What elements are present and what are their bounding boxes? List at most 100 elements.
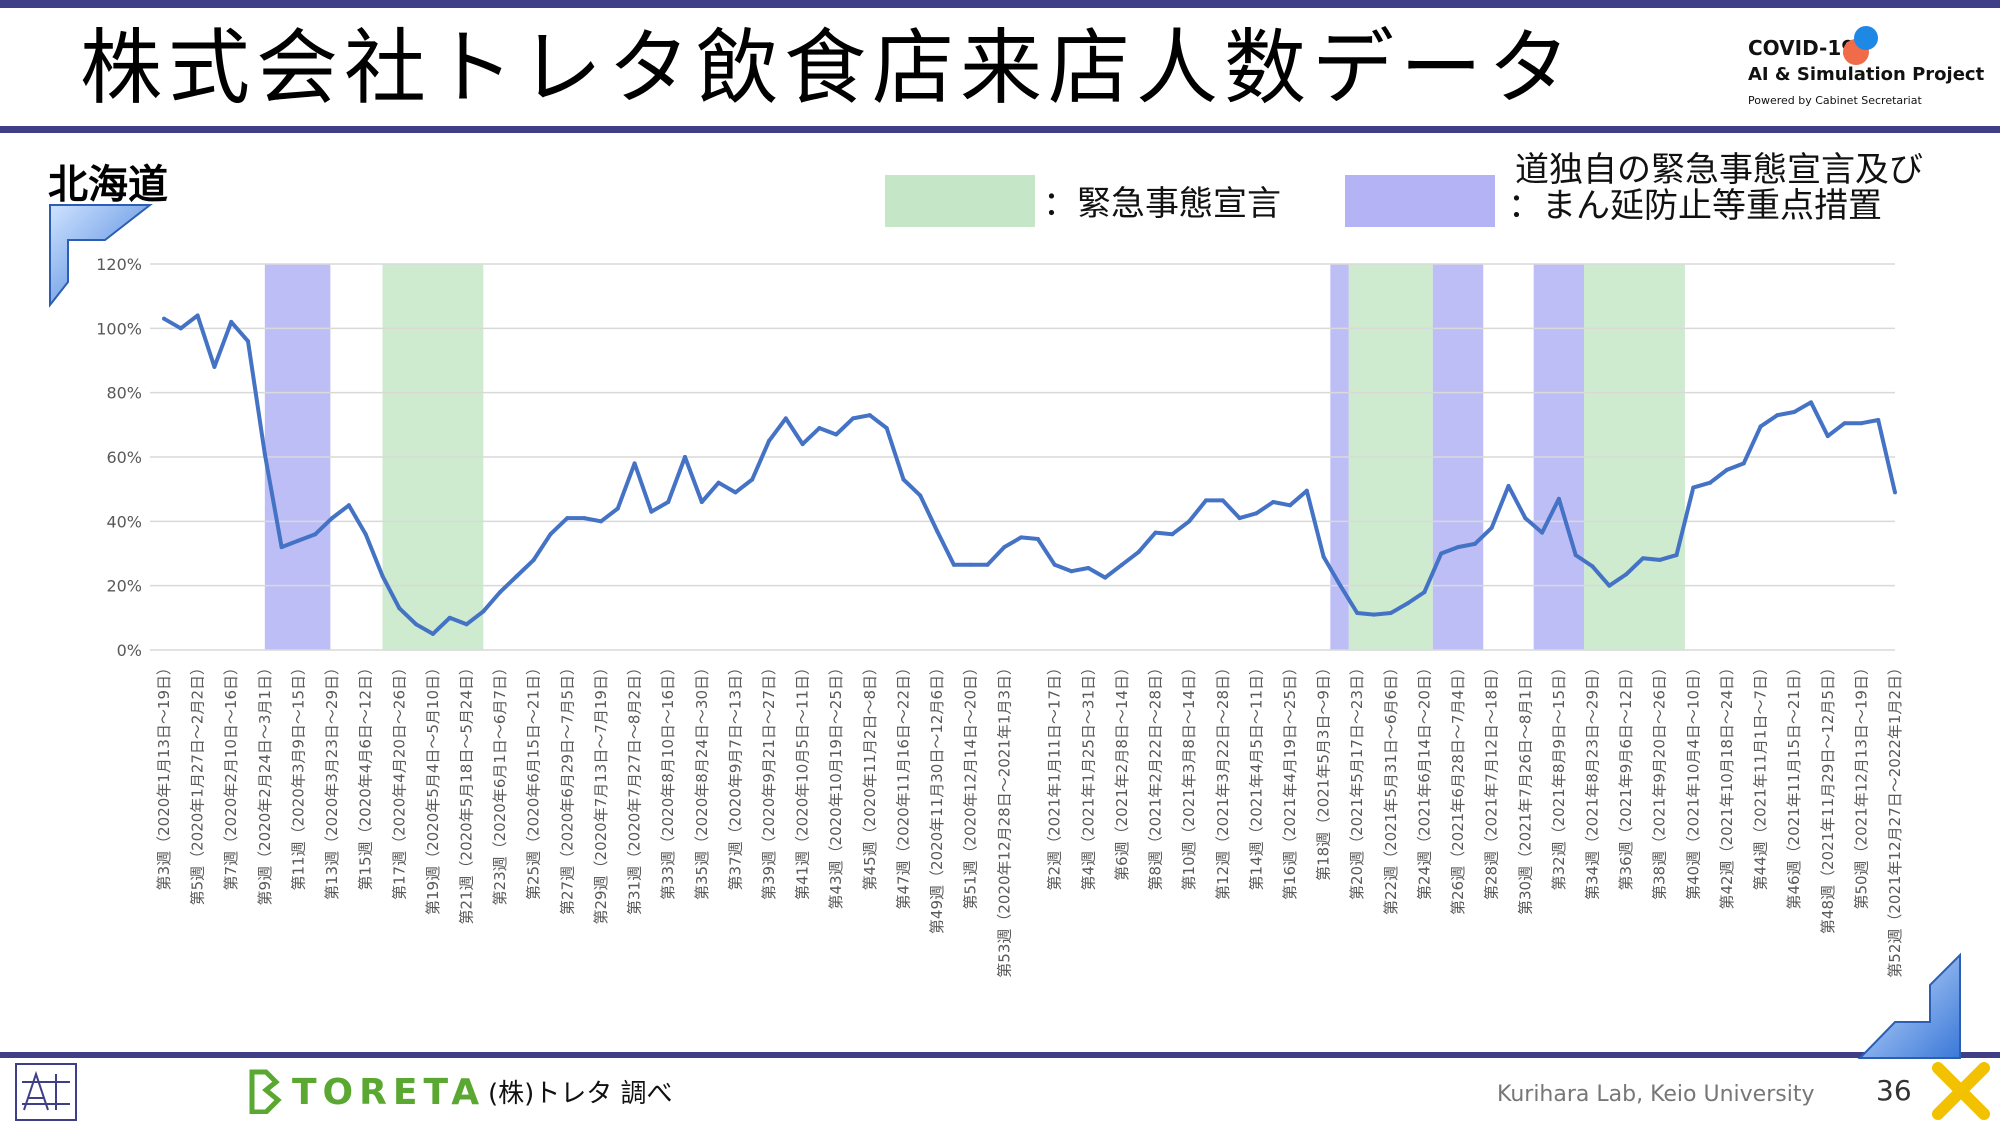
x-tick-label: 第18週（2021年5月3日～9日） <box>1315 660 1333 881</box>
x-tick-label: 第6週（2021年2月8日～14日） <box>1113 660 1131 881</box>
data-point <box>1640 556 1645 561</box>
covid-project-logo: COVID-19 AI & Simulation Project Powered… <box>1748 26 1984 116</box>
data-point <box>1825 434 1830 439</box>
data-point <box>498 590 503 595</box>
data-point <box>1624 572 1629 577</box>
data-point <box>1556 496 1561 501</box>
data-point <box>1220 498 1225 503</box>
data-point <box>1271 500 1276 505</box>
data-point <box>296 538 301 543</box>
x-tick-label: 第38週（2021年9月20日～26日） <box>1651 660 1669 900</box>
x-mark-icon <box>1932 1062 1990 1120</box>
data-point <box>615 506 620 511</box>
data-point <box>1069 569 1074 574</box>
data-point <box>649 509 654 514</box>
data-point <box>1052 562 1057 567</box>
data-point <box>1573 553 1578 558</box>
x-tick-label: 第10週（2021年3月8日～14日） <box>1180 660 1198 890</box>
data-point <box>1792 409 1797 414</box>
x-tick-label: 第14週（2021年4月5日～11日） <box>1247 660 1265 890</box>
x-tick-label: 第31週（2020年7月27日～8月2日） <box>626 660 644 915</box>
data-point <box>1187 519 1192 524</box>
x-tick-label: 第19週（2020年5月4日～5月10日） <box>424 660 442 915</box>
x-tick-label: 第24週（2021年6月14日～20日） <box>1415 660 1433 900</box>
x-tick-label: 第30週（2021年7月26日～8月1日） <box>1516 660 1534 915</box>
x-tick-label: 第52週（2021年12月27日～2022年1月2日） <box>1886 660 1904 978</box>
x-tick-label: 第9週（2020年2月24日～3月1日） <box>256 660 274 905</box>
data-point <box>380 574 385 579</box>
data-point <box>733 490 738 495</box>
corner-arrow-top-icon <box>49 204 153 308</box>
x-tick-label: 第11週（2020年3月9日～15日） <box>289 660 307 890</box>
data-point <box>195 313 200 318</box>
data-point <box>884 426 889 431</box>
data-point <box>430 631 435 636</box>
series-line <box>163 313 1897 636</box>
data-point <box>514 574 519 579</box>
data-point <box>1657 557 1662 562</box>
data-point <box>279 545 284 550</box>
x-tick-label: 第20週（2021年5月17日～23日） <box>1348 660 1366 900</box>
x-tick-label: 第7週（2020年2月10日～16日） <box>222 660 240 890</box>
logo-line-2: AI & Simulation Project <box>1748 64 1985 85</box>
x-tick-label: 第27週（2020年6月29日～7月5日） <box>558 660 576 915</box>
data-point <box>162 316 166 321</box>
data-point <box>867 413 872 418</box>
data-point <box>1859 421 1864 426</box>
data-point <box>1590 564 1595 569</box>
data-point <box>330 516 335 521</box>
data-point <box>1287 503 1292 508</box>
data-point <box>767 438 772 443</box>
data-point <box>1388 611 1393 616</box>
x-tick-label: 第37週（2020年9月7日～13日） <box>726 660 744 890</box>
data-point <box>1304 488 1309 493</box>
x-tick-label: 第5週（2020年1月27日～2月2日） <box>189 660 207 905</box>
legend-priority-label-line2: ：まん延防止等重点措置 <box>1508 186 1882 226</box>
logo-line-3: Powered by Cabinet Secretariat <box>1748 94 1922 107</box>
data-point <box>531 557 536 562</box>
y-tick-label: 0% <box>117 641 142 660</box>
x-tick-label: 第26週（2021年6月28日～7月4日） <box>1449 660 1467 915</box>
data-point <box>481 609 486 614</box>
y-tick-label: 20% <box>106 577 142 596</box>
data-point <box>414 622 419 627</box>
data-point <box>666 500 671 505</box>
legend-priority-swatch <box>1345 175 1495 227</box>
data-point <box>800 442 805 447</box>
data-point <box>1808 400 1813 405</box>
x-tick-label: 第17週（2020年4月20日～26日） <box>390 660 408 900</box>
region-label: 北海道 <box>48 162 168 208</box>
y-tick-label: 120% <box>96 255 142 274</box>
data-point <box>1338 583 1343 588</box>
x-tick-label: 第4週（2021年1月25日～31日） <box>1079 660 1097 890</box>
x-tick-label: 第21週（2020年5月18日～5月24日） <box>458 660 476 925</box>
x-tick-label: 第23週（2020年6月1日～6月7日） <box>491 660 509 905</box>
data-point <box>598 519 603 524</box>
data-point <box>313 532 318 537</box>
x-tick-label: 第45週（2020年11月2日～8日） <box>861 660 879 890</box>
data-point <box>178 326 183 331</box>
data-point <box>1035 537 1040 542</box>
data-point <box>1405 601 1410 606</box>
lab-credit: Kurihara Lab, Keio University <box>1497 1082 1815 1107</box>
data-point <box>447 615 452 620</box>
lab-logo-icon <box>15 1063 77 1121</box>
data-point <box>1893 490 1897 495</box>
data-point <box>363 532 368 537</box>
y-tick-label: 80% <box>106 384 142 403</box>
x-tick-label: 第49週（2020年11月30日～12月6日） <box>928 660 946 934</box>
data-point <box>1842 421 1847 426</box>
data-point <box>1372 612 1377 617</box>
data-point <box>1355 611 1360 616</box>
x-tick-label: 第32週（2021年8月9日～15日） <box>1550 660 1568 890</box>
x-tick-label: 第15週（2020年4月6日～12日） <box>357 660 375 890</box>
data-point <box>985 562 990 567</box>
data-point <box>1489 525 1494 530</box>
data-point <box>750 477 755 482</box>
x-tick-label: 第46週（2021年11月15日～21日） <box>1785 660 1803 910</box>
x-tick-label: 第51週（2020年12月14日～20日） <box>962 660 980 910</box>
data-point <box>817 426 822 431</box>
data-point <box>783 416 788 421</box>
data-point <box>464 622 469 627</box>
